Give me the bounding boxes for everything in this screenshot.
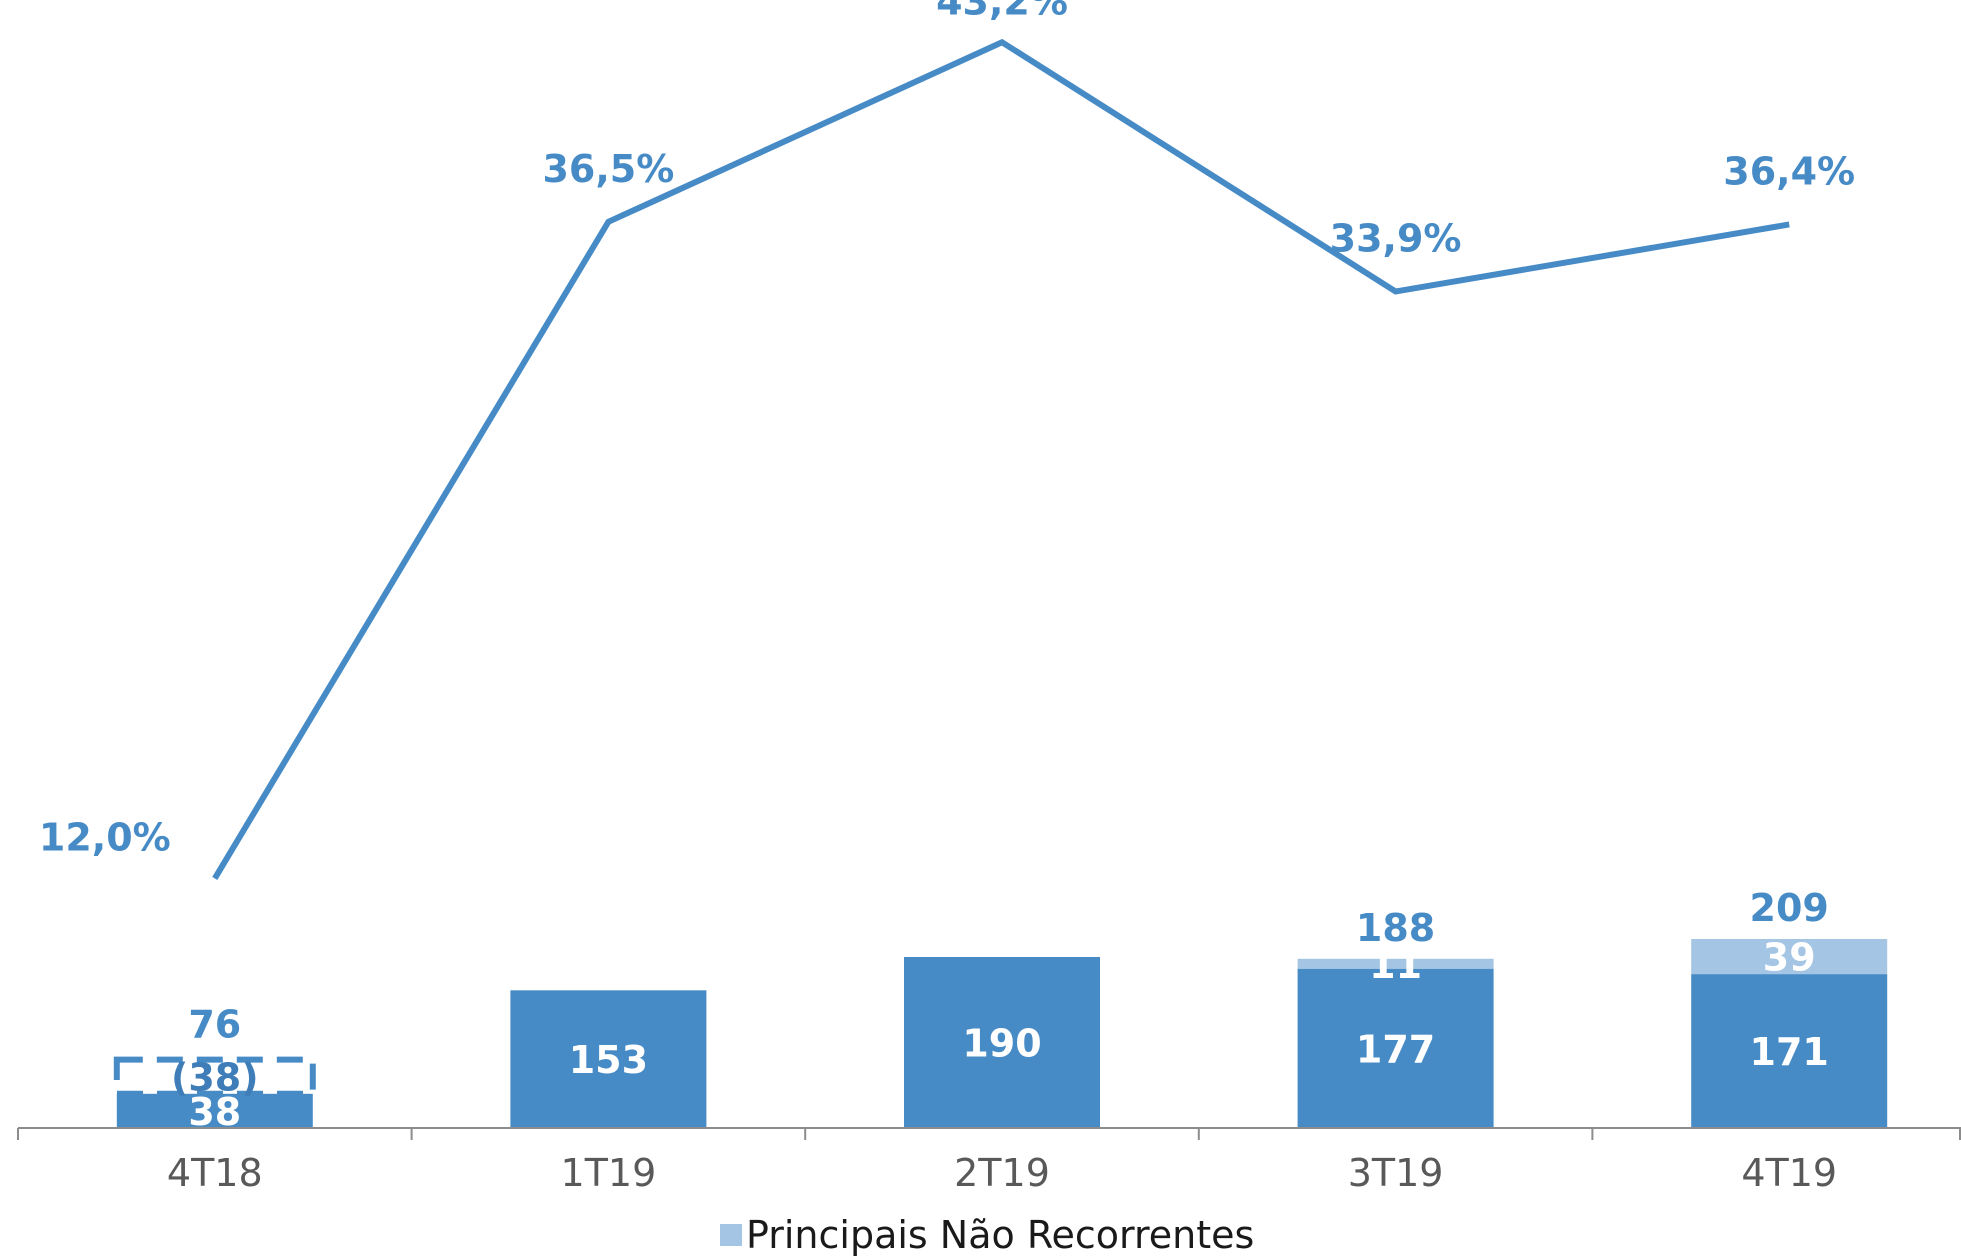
bar-non-recurring-3T19 — [1297, 958, 1494, 969]
bar-recurring-1T19 — [510, 990, 707, 1128]
data-label-margin-4T19: 36,4% — [1723, 149, 1855, 193]
data-label-non-recurring-4T18: (38) — [171, 1056, 259, 1100]
data-label-margin-1T19: 36,5% — [542, 147, 674, 191]
x-axis: 4T18 1T19 2T19 3T19 4T19 — [17, 1127, 1961, 1195]
data-label-margin-2T19: 43,2% — [936, 0, 1068, 23]
bar-recurring-4T18 — [116, 1093, 313, 1128]
data-label-recurring-1T19: 153 — [569, 1038, 648, 1082]
x-tick-label-4T19: 4T19 — [1741, 1151, 1837, 1195]
margin-line — [212, 38, 1790, 880]
bar-recurring-3T19 — [1297, 968, 1494, 1128]
legend-swatch-non-recurring — [720, 1224, 742, 1246]
x-tick-label-3T19: 3T19 — [1348, 1151, 1444, 1195]
x-tick-label-1T19: 1T19 — [561, 1151, 657, 1195]
bar-recurring-4T19 — [1691, 974, 1888, 1128]
legend-label-non-recurring: Principais Não Recorrentes — [746, 1213, 1254, 1257]
x-tick-label-2T19: 2T19 — [954, 1151, 1050, 1195]
data-label-recurring-4T18: 38 — [188, 1090, 241, 1134]
data-label-total-4T19: 209 — [1750, 886, 1829, 930]
data-label-margin-3T19: 33,9% — [1330, 216, 1462, 260]
data-label-recurring-3T19: 177 — [1356, 1027, 1435, 1071]
bar-non-recurring-dashed-4T18 — [113, 1056, 316, 1097]
data-label-non-recurring-4T19: 39 — [1763, 936, 1816, 980]
bar-non-recurring-4T19 — [1691, 939, 1888, 975]
data-label-recurring-4T19: 171 — [1750, 1030, 1829, 1074]
data-label-total-4T18: 76 — [188, 1003, 241, 1047]
margin-line-layer — [212, 38, 1790, 880]
data-label-total-3T19: 188 — [1356, 906, 1435, 950]
data-label-recurring-2T19: 190 — [962, 1022, 1041, 1066]
data-label-non-recurring-3T19: 11 — [1369, 943, 1422, 987]
legend: Principais Não Recorrentes — [720, 1213, 1254, 1257]
data-label-margin-4T18: 12,0% — [39, 815, 171, 859]
x-tick-label-4T18: 4T18 — [167, 1151, 263, 1195]
bars-layer — [113, 939, 1888, 1128]
bar-recurring-2T19 — [904, 957, 1100, 1128]
